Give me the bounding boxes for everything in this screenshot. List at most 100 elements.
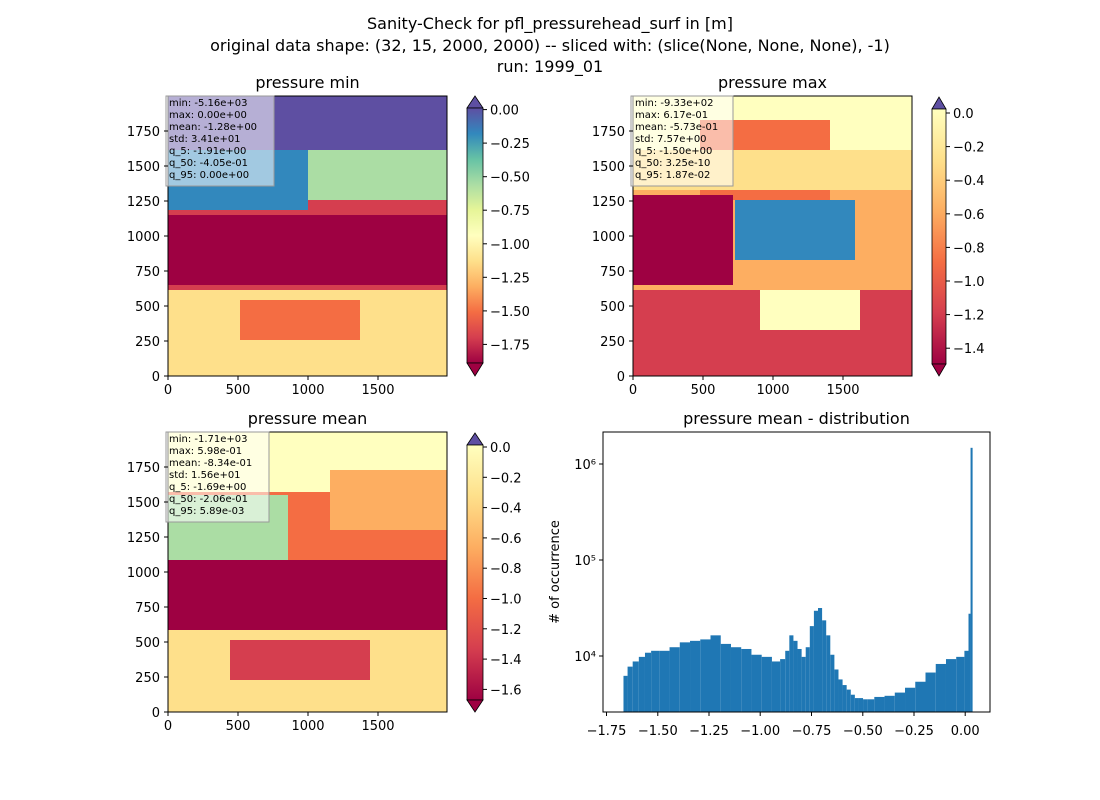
histogram-bar bbox=[679, 642, 691, 712]
histogram-bar bbox=[867, 699, 875, 712]
x-tick-label: −0.50 bbox=[843, 724, 883, 739]
panel-pressure-mean: pressure mean min: -1.71e+03 max: 5.98e-… bbox=[127, 409, 522, 734]
x-tick-label: 500 bbox=[691, 383, 716, 398]
figure-run-label: run: 1999_01 bbox=[497, 57, 603, 77]
stat-std: std: 3.41e+01 bbox=[169, 134, 241, 145]
y-tick-label: 1250 bbox=[592, 195, 625, 210]
histogram-bar bbox=[854, 698, 859, 712]
histogram-bar bbox=[834, 669, 839, 712]
histogram-bar bbox=[623, 675, 628, 712]
histogram-bar bbox=[809, 626, 814, 712]
histogram-bar bbox=[669, 647, 680, 712]
x-tick-label: 0.00 bbox=[951, 724, 980, 739]
stat-q50: q_50: -4.05e-01 bbox=[169, 158, 248, 169]
stat-q95: q_95: 1.87e-02 bbox=[635, 170, 710, 181]
colorbar: 0.0 −0.2 −0.4 −0.6 −0.8 −1.0 −1.2 −1.4 −… bbox=[466, 432, 522, 713]
colorbar-tick-label: 0.0 bbox=[953, 107, 974, 122]
histogram-bar bbox=[741, 648, 752, 712]
stat-max: max: 0.00e+00 bbox=[169, 110, 247, 121]
colorbar-tick-label: −0.2 bbox=[953, 141, 985, 156]
stat-max: max: 6.17e-01 bbox=[635, 110, 708, 121]
panel-title: pressure max bbox=[718, 73, 827, 92]
histogram-bar bbox=[874, 696, 885, 712]
histogram-bar bbox=[659, 650, 670, 712]
colorbar: 0.0 −0.2 −0.4 −0.6 −0.8 −1.0 −1.2 −1.4 bbox=[931, 96, 985, 377]
histogram-bar bbox=[884, 695, 895, 712]
stat-mean: mean: -5.73e-01 bbox=[635, 122, 718, 133]
histogram-bar bbox=[801, 656, 806, 712]
x-tick-label: 0 bbox=[164, 719, 172, 734]
colorbar-tick-label: −0.4 bbox=[490, 502, 522, 517]
stat-mean: mean: -1.28e+00 bbox=[169, 122, 257, 133]
colorbar-tick-label: 0.00 bbox=[490, 104, 519, 119]
y-tick-label: 1500 bbox=[592, 160, 625, 175]
histogram-bar bbox=[771, 661, 781, 712]
stat-min: min: -5.16e+03 bbox=[169, 98, 248, 109]
colorbar-tick-label: −0.75 bbox=[490, 204, 530, 219]
y-tick-label: 500 bbox=[135, 636, 160, 651]
x-tick-label: 500 bbox=[226, 383, 251, 398]
panel-title: pressure min bbox=[255, 73, 359, 92]
heatmap-image bbox=[168, 96, 447, 376]
heatmap-image bbox=[168, 432, 447, 712]
y-tick-label: 1500 bbox=[127, 496, 160, 511]
y-tick-label: 0 bbox=[152, 706, 160, 721]
colorbar-tick-label: 0.0 bbox=[490, 441, 511, 456]
histogram-bar bbox=[945, 659, 957, 712]
stat-min: min: -1.71e+03 bbox=[169, 434, 248, 445]
stats-box: min: -1.71e+03 max: 5.98e-01 mean: -8.34… bbox=[165, 431, 270, 523]
y-tick-label: 1000 bbox=[127, 566, 160, 581]
y-tick-label: 10⁴ bbox=[574, 650, 596, 665]
histogram-bar bbox=[818, 608, 823, 712]
x-tick-label: 500 bbox=[226, 719, 251, 734]
stats-box: min: -5.16e+03 max: 0.00e+00 mean: -1.28… bbox=[165, 95, 275, 187]
panel-title: pressure mean - distribution bbox=[683, 409, 910, 428]
histogram-bar bbox=[964, 650, 969, 712]
histogram-bar bbox=[846, 689, 851, 712]
x-tick-label: −0.75 bbox=[792, 724, 832, 739]
colorbar-tick-label: −1.4 bbox=[953, 342, 985, 357]
plot-frame bbox=[602, 431, 991, 713]
colorbar: 0.00 −0.25 −0.50 −0.75 −1.00 −1.25 −1.50… bbox=[466, 95, 530, 377]
x-tick-label: 1500 bbox=[361, 383, 394, 398]
y-tick-label: 1000 bbox=[127, 230, 160, 245]
stats-box: min: -9.33e+02 max: 6.17e-01 mean: -5.73… bbox=[630, 95, 734, 187]
histogram-bar bbox=[644, 652, 652, 712]
y-axis-label: # of occurrence bbox=[548, 520, 563, 624]
colorbar-tick-label: −1.2 bbox=[953, 309, 985, 324]
histogram-bar bbox=[858, 698, 864, 712]
histogram-bar bbox=[638, 656, 645, 712]
colorbar-tick-label: −0.6 bbox=[953, 208, 985, 223]
x-tick-label: 1500 bbox=[361, 719, 394, 734]
histogram-bar bbox=[968, 613, 971, 712]
y-tick-label: 1750 bbox=[127, 461, 160, 476]
histogram-bar bbox=[789, 635, 794, 712]
colorbar-tick-label: −0.6 bbox=[490, 532, 522, 547]
stat-q5: q_5: -1.91e+00 bbox=[169, 146, 246, 157]
stat-std: std: 1.56e+01 bbox=[169, 470, 241, 481]
y-tick-label: 1750 bbox=[592, 125, 625, 140]
histogram-bar bbox=[850, 694, 855, 712]
x-axis: 0 500 1000 1500 bbox=[164, 376, 395, 398]
colorbar-tick-label: −1.6 bbox=[490, 683, 522, 698]
histogram-bar bbox=[894, 692, 906, 712]
histogram-bar bbox=[970, 447, 973, 712]
figure-title: Sanity-Check for pfl_pressurehead_surf i… bbox=[367, 14, 733, 34]
colorbar-extend-min bbox=[466, 362, 484, 377]
y-axis: 10⁴ 10⁵ 10⁶ # of occurrence bbox=[548, 458, 603, 665]
y-axis: 0 250 500 750 1000 1250 1500 1750 bbox=[127, 125, 168, 385]
histogram-bar bbox=[710, 635, 721, 712]
colorbar-tick-label: −1.0 bbox=[490, 593, 522, 608]
histogram-bar bbox=[730, 647, 742, 712]
x-tick-label: −1.75 bbox=[587, 724, 627, 739]
histogram-bar bbox=[935, 663, 946, 712]
y-axis: 0 250 500 750 1000 1250 1500 1750 bbox=[592, 125, 633, 385]
stat-q5: q_5: -1.69e+00 bbox=[169, 482, 246, 493]
y-tick-label: 1750 bbox=[127, 125, 160, 140]
colorbar-tick-label: −1.2 bbox=[490, 623, 522, 638]
histogram-bar bbox=[826, 635, 831, 712]
x-axis: 0 500 1000 1500 bbox=[629, 376, 860, 398]
histogram-bar bbox=[651, 650, 660, 712]
colorbar-tick-label: −0.8 bbox=[953, 241, 985, 256]
colorbar-gradient bbox=[931, 108, 947, 365]
